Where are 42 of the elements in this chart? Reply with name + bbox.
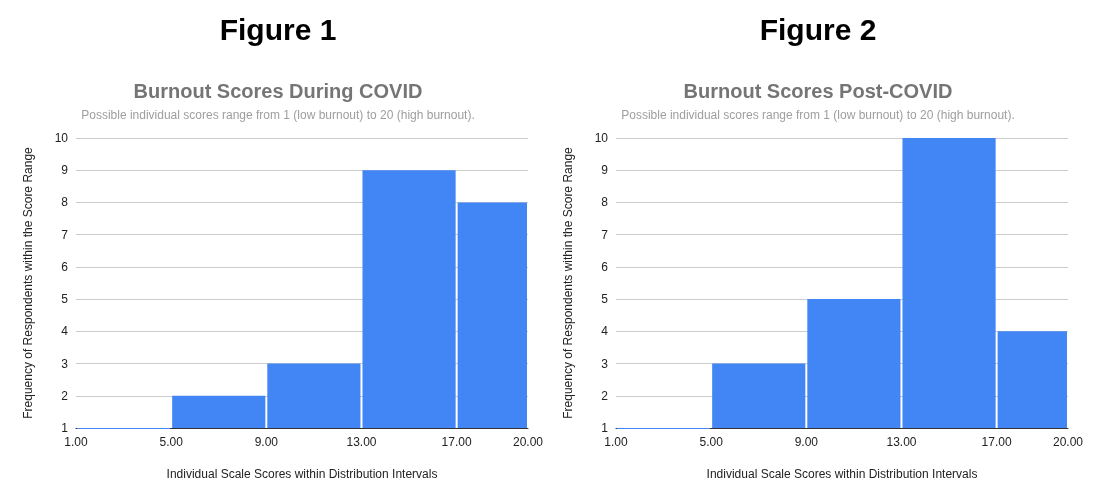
x-tick-label: 20.00 — [512, 435, 544, 449]
x-tick-label: 17.00 — [981, 435, 1012, 449]
y-tick-label: 9 — [601, 163, 609, 178]
x-axis-title: Individual Scale Scores within Distribution Intervals — [706, 467, 978, 481]
chart-title: Burnout Scores Post-COVID — [683, 80, 953, 102]
x-axis-title: Individual Scale Scores within Distribution Intervals — [166, 467, 438, 481]
y-tick-label: 10 — [54, 131, 69, 145]
x-tick-label: 9.00 — [794, 435, 819, 449]
x-tick-label: 5.00 — [159, 435, 184, 449]
x-tick-label: 9.00 — [254, 435, 279, 449]
y-tick-label: 8 — [61, 195, 69, 210]
y-tick-label: 1 — [61, 421, 69, 435]
caption: Figure 1 — [219, 12, 337, 46]
x-tick-label: 20.00 — [1052, 435, 1084, 449]
y-tick-label: 5 — [601, 292, 609, 307]
x-tick-label: 17.00 — [441, 435, 472, 449]
y-axis-title: Frequency of Respondents within the Score Range — [21, 146, 35, 419]
y-tick-label: 5 — [61, 292, 69, 307]
x-tick-label: 1.00 — [604, 435, 628, 449]
y-tick-label: 6 — [601, 259, 609, 274]
y-tick-label: 6 — [61, 259, 69, 274]
y-tick-label: 7 — [61, 227, 69, 242]
y-tick-label: 9 — [61, 163, 69, 178]
y-tick-label: 8 — [601, 195, 609, 210]
y-tick-label: 2 — [601, 388, 609, 403]
y-tick-label: 7 — [601, 227, 609, 242]
chart-subtitle: Possible individual scores range from 1 (low burnout) to 20 (high burnout). — [81, 108, 475, 122]
y-tick-label: 3 — [61, 356, 69, 371]
y-tick-label: 2 — [61, 388, 69, 403]
x-tick-label: 1.00 — [64, 435, 88, 449]
x-tick-label: 13.00 — [886, 435, 917, 449]
y-tick-label: 4 — [61, 324, 69, 339]
chart-subtitle: Possible individual scores range from 1 (low burnout) to 20 (high burnout). — [621, 108, 1015, 122]
y-tick-label: 10 — [594, 131, 609, 145]
y-tick-label: 1 — [601, 421, 609, 435]
chart-title: Burnout Scores During COVID — [133, 80, 423, 102]
x-tick-label: 5.00 — [699, 435, 724, 449]
y-tick-label: 3 — [601, 356, 609, 371]
x-tick-label: 13.00 — [346, 435, 377, 449]
y-tick-label: 4 — [601, 324, 609, 339]
y-axis-title: Frequency of Respondents within the Score Range — [561, 146, 575, 419]
caption: Figure 2 — [759, 12, 877, 46]
